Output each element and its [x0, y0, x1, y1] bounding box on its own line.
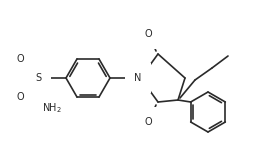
Text: S: S — [35, 73, 41, 83]
Text: N: N — [134, 73, 142, 83]
Text: O: O — [144, 117, 152, 127]
Text: O: O — [16, 54, 24, 64]
Text: O: O — [144, 29, 152, 39]
Text: NH$_2$: NH$_2$ — [42, 101, 62, 115]
Text: O: O — [16, 92, 24, 102]
